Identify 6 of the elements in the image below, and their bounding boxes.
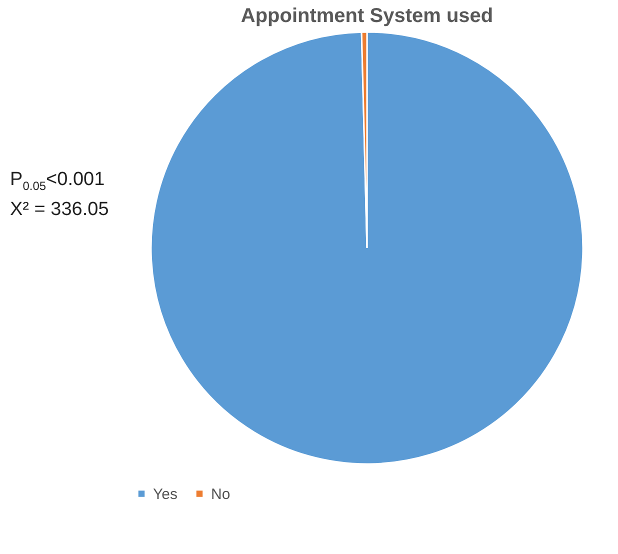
pie-slice: [150, 31, 584, 464]
chart-title: Appointment System used: [240, 5, 494, 27]
legend-label: No: [211, 486, 230, 503]
text: X² = 336.05: [10, 198, 109, 222]
legend-label: Yes: [153, 486, 178, 503]
text: P$_{0.05}$<0.001: [10, 168, 106, 195]
